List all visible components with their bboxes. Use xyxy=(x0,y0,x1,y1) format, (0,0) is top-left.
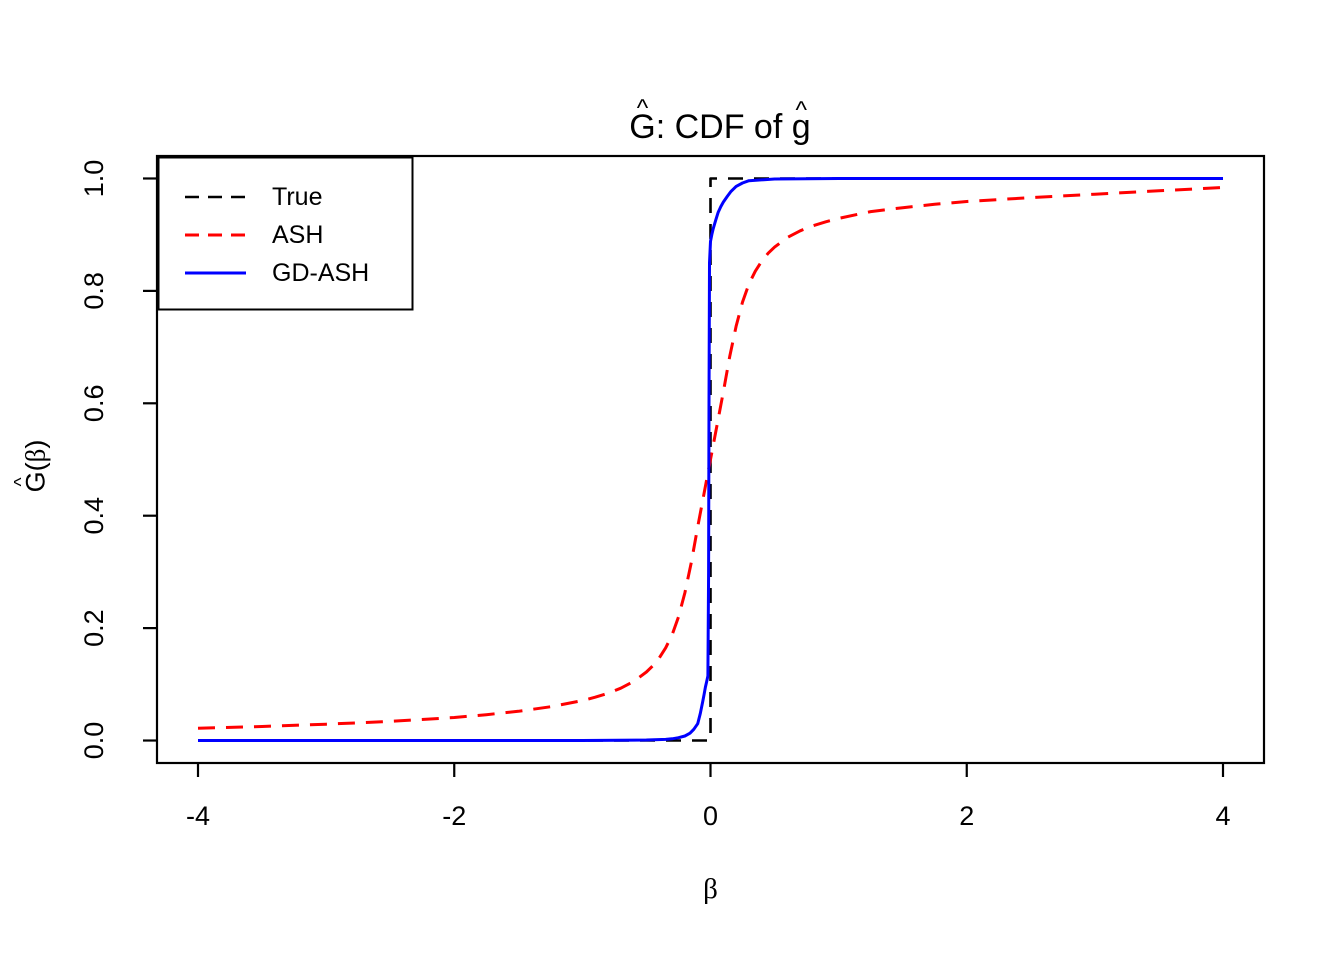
title-g-hat-group: ^ g xyxy=(791,98,811,146)
y-axis-label: ^ G(β) xyxy=(10,439,51,493)
y-tick-label: 0.2 xyxy=(79,609,109,647)
ylabel-close-paren: ) xyxy=(20,439,51,449)
ylabel-beta-symbol: β xyxy=(20,448,51,463)
series-gd-ash-line xyxy=(198,177,1223,742)
chart-title: ^ G: CDF of ^ g xyxy=(157,76,1264,144)
y-tick-label: 0.0 xyxy=(79,722,109,760)
title-mid-text: : CDF of xyxy=(655,108,792,146)
x-tick-label: -2 xyxy=(442,801,466,831)
hat-accent-icon: ^ xyxy=(795,97,807,125)
legend-label-gd-ash: GD-ASH xyxy=(272,259,369,287)
x-tick-label: 4 xyxy=(1215,801,1230,831)
y-tick-label: 1.0 xyxy=(79,160,109,198)
title-base-g: g xyxy=(791,108,811,146)
y-tick-label: 0.4 xyxy=(79,497,109,535)
y-tick-label: 0.6 xyxy=(79,385,109,423)
title-G-hat-group: ^ G xyxy=(629,96,656,146)
hat-accent-icon: ^ xyxy=(636,95,649,123)
x-tick-label: -4 xyxy=(186,801,210,831)
hat-accent-icon: ^ xyxy=(10,477,33,487)
y-tick-label: 0.8 xyxy=(79,272,109,310)
x-tick-label: 0 xyxy=(703,801,718,831)
title-base-G: G xyxy=(629,108,656,146)
ylabel-G-hat-group: ^ G xyxy=(10,471,50,492)
series-ash-line xyxy=(197,186,1224,730)
x-axis-label: β xyxy=(157,872,1264,907)
x-tick-label: 2 xyxy=(959,801,974,831)
legend-label-true: True xyxy=(272,183,322,211)
xlabel-beta-symbol: β xyxy=(703,873,718,905)
legend-label-ash: ASH xyxy=(272,221,323,249)
ylabel-open-paren: ( xyxy=(20,462,51,472)
legend-box xyxy=(157,156,414,311)
